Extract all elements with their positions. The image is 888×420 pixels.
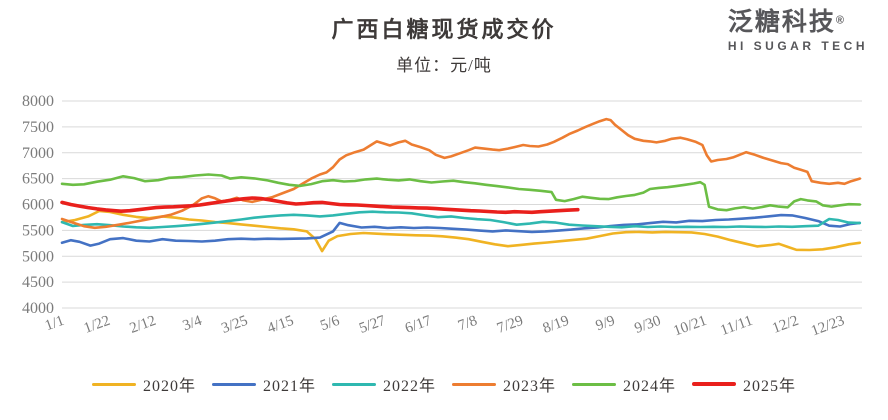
legend-item-2024年[interactable]: 2024年	[572, 372, 676, 396]
legend-swatch-2022年	[331, 382, 376, 386]
legend-label-2021年: 2021年	[262, 378, 316, 395]
series-lines	[60, 117, 862, 253]
y-axis-label-8000: 8000	[22, 93, 54, 110]
x-axis-label-11/11: 11/11	[718, 313, 755, 339]
series-line-2025年	[60, 196, 580, 215]
y-axis-label-5500: 5500	[22, 222, 54, 239]
series-line-2024年	[60, 173, 862, 212]
legend-item-2020年[interactable]: 2020年	[91, 372, 196, 396]
legend-swatch-2020年	[91, 382, 136, 386]
x-axis-label-12/2: 12/2	[770, 313, 801, 337]
x-axis-label-7/8: 7/8	[456, 313, 479, 335]
series-line-2022年	[60, 210, 862, 230]
y-axis-label-5000: 5000	[22, 248, 54, 265]
chart-title: 广西白糖现货成交价	[331, 17, 557, 42]
logo-chinese-name: 泛糖科技	[727, 8, 836, 36]
legend-swatch-2023年	[452, 382, 496, 386]
x-axis-label-12/23: 12/23	[809, 313, 847, 340]
x-axis-label-9/9: 9/9	[594, 313, 617, 335]
x-axis-label-7/29: 7/29	[495, 313, 526, 337]
legend-item-2025年[interactable]: 2025年	[692, 372, 796, 396]
x-axis-labels: 1/1 1/22 2/12 3/4 3/25 4/15 5/6 5/27 6/17 7/8 7/29…	[43, 313, 847, 340]
x-axis-label-1/1: 1/1	[43, 313, 66, 335]
x-axis-label-5/6: 5/6	[318, 313, 342, 335]
gridlines	[62, 100, 862, 309]
x-axis-label-3/4: 3/4	[181, 313, 205, 335]
x-axis-label-5/27: 5/27	[357, 313, 388, 337]
y-axis-label-6500: 6500	[22, 171, 54, 188]
y-axis-label-6000: 6000	[22, 197, 54, 214]
x-axis-label-1/22: 1/22	[82, 313, 113, 337]
legend-label-2025年: 2025年	[743, 378, 797, 395]
y-axis-labels: 8000 7500 7000 6500 6000 5500 5000 4500 4000	[22, 93, 54, 317]
x-axis-label-6/17: 6/17	[403, 313, 434, 337]
x-axis-label-3/25: 3/25	[219, 313, 250, 337]
chart-unit-subtitle: 单位：元/吨	[396, 56, 492, 75]
series-line-2021年	[60, 213, 862, 247]
legend-label-2023年: 2023年	[503, 378, 557, 395]
x-axis-label-8/19: 8/19	[541, 313, 572, 337]
chart-legend: 2020年 2021年 2022年 2023年 2024年 2025年	[0, 372, 888, 396]
x-axis-label-9/30: 9/30	[633, 313, 664, 337]
x-axis-label-10/21: 10/21	[671, 313, 709, 340]
registered-trademark-icon: ®	[835, 14, 844, 27]
legend-swatch-2024年	[572, 382, 617, 386]
y-axis-label-4500: 4500	[22, 274, 54, 291]
y-axis-label-7500: 7500	[22, 119, 54, 136]
legend-swatch-2021年	[211, 382, 256, 386]
legend-label-2024年: 2024年	[623, 378, 677, 395]
legend-swatch-2025年	[692, 382, 737, 386]
series-line-2020年	[60, 209, 862, 253]
legend-item-2021年[interactable]: 2021年	[211, 372, 316, 396]
x-axis-label-4/15: 4/15	[265, 313, 296, 337]
title-block: 广西白糖现货成交价 单位：元/吨	[0, 12, 888, 76]
y-axis-label-7000: 7000	[22, 145, 54, 162]
legend-label-2022年: 2022年	[382, 378, 436, 395]
legend-item-2023年[interactable]: 2023年	[452, 372, 556, 396]
legend-label-2020年: 2020年	[142, 378, 196, 395]
y-axis-label-4000: 4000	[22, 300, 54, 317]
hi-sugar-tech-logo: 泛糖科技® HI SUGAR TECH	[727, 8, 868, 54]
legend-item-2022年[interactable]: 2022年	[331, 372, 436, 396]
x-axis-label-2/12: 2/12	[128, 313, 159, 337]
logo-english-name: HI SUGAR TECH	[727, 39, 868, 53]
